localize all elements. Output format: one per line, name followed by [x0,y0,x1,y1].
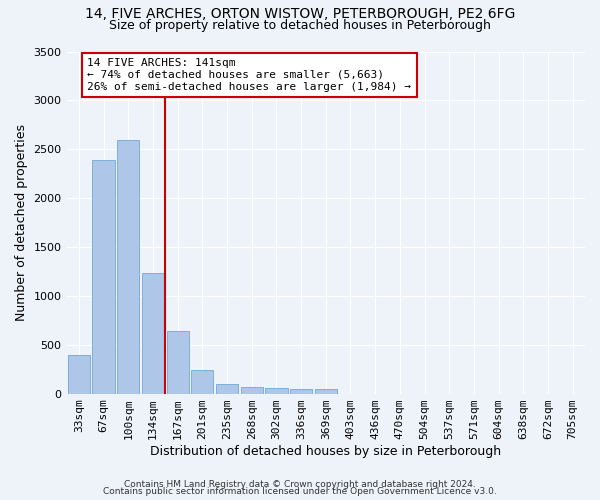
Bar [167,331,189,394]
Bar [68,356,90,394]
Bar [265,388,287,394]
Text: Size of property relative to detached houses in Peterborough: Size of property relative to detached ho… [109,19,491,32]
Bar [92,160,115,394]
Bar [191,370,214,394]
X-axis label: Distribution of detached houses by size in Peterborough: Distribution of detached houses by size … [150,444,502,458]
Text: 14, FIVE ARCHES, ORTON WISTOW, PETERBOROUGH, PE2 6FG: 14, FIVE ARCHES, ORTON WISTOW, PETERBORO… [85,8,515,22]
Bar [117,140,139,394]
Bar [142,274,164,394]
Bar [290,388,312,394]
Text: 14 FIVE ARCHES: 141sqm
← 74% of detached houses are smaller (5,663)
26% of semi-: 14 FIVE ARCHES: 141sqm ← 74% of detached… [87,58,411,92]
Y-axis label: Number of detached properties: Number of detached properties [15,124,28,321]
Text: Contains HM Land Registry data © Crown copyright and database right 2024.: Contains HM Land Registry data © Crown c… [124,480,476,489]
Text: Contains public sector information licensed under the Open Government Licence v3: Contains public sector information licen… [103,488,497,496]
Bar [314,389,337,394]
Bar [241,386,263,394]
Bar [216,384,238,394]
